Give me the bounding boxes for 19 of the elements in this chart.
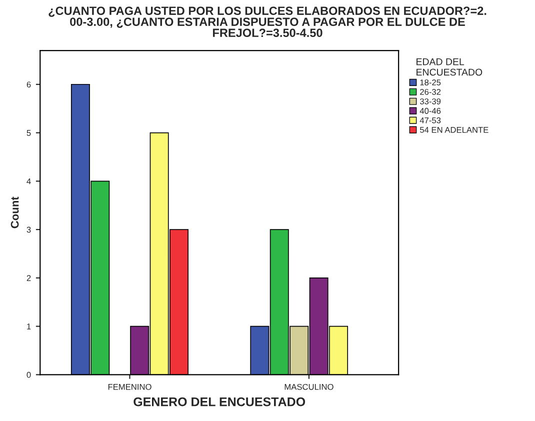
x-tick-label: MASCULINO: [284, 384, 334, 390]
x-axis-title: GENERO DEL ENCUESTADO: [134, 397, 306, 406]
y-tick-label: 3: [26, 226, 31, 233]
y-tick-label: 4: [26, 178, 31, 184]
y-tick-label: 5: [26, 130, 31, 136]
legend-label: 40-46: [420, 108, 441, 114]
y-tick-label: 2: [26, 275, 31, 281]
y-axis-title: Count: [10, 196, 19, 228]
y-tick-label: 0: [26, 372, 31, 378]
legend-label: 47-53: [420, 117, 441, 124]
legend-label: 18-25: [420, 79, 441, 86]
chart-title: ¿CUANTO PAGA USTED POR LOS DULCES ELABORADOS EN ECUADOR?=2. 00-3.00, ¿CUANTO ESTARIA DISPUESTO A PAGAR POR EL DULCE DE FREJOL?=3.50-4.50: [48, 6, 486, 38]
legend-title: EDAD DEL ENCUESTADO: [416, 58, 482, 76]
legend-label: 33-39: [420, 98, 441, 104]
y-tick-label: 1: [27, 324, 31, 330]
legend-label: 26-32: [420, 88, 441, 95]
x-tick-label: FEMENINO: [108, 384, 152, 390]
legend-label: 54 EN ADELANTE: [420, 126, 488, 133]
y-tick-label: 6: [26, 82, 31, 88]
